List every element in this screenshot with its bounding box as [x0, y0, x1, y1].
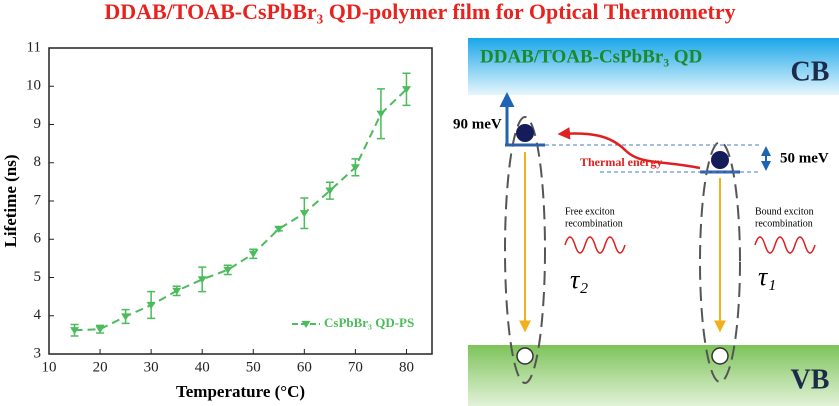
tau-label: τ₁ — [758, 262, 776, 291]
x-tick-label: 30 — [144, 359, 159, 375]
exciton-ellipse — [504, 116, 546, 384]
x-tick-label: 80 — [399, 359, 414, 375]
x-tick-label: 70 — [348, 359, 363, 375]
data-point — [376, 110, 386, 118]
thermal-arrow — [557, 127, 701, 170]
emission-wave — [754, 236, 816, 254]
plot-frame — [48, 47, 433, 355]
y-tick-label: 4 — [34, 307, 42, 323]
y-tick-label: 9 — [34, 116, 42, 132]
data-point — [197, 276, 207, 284]
vb-label: VB — [791, 364, 830, 395]
y-tick-label: 11 — [27, 39, 41, 55]
exciton-ellipse — [699, 141, 741, 383]
data-point — [350, 164, 360, 172]
data-point — [401, 86, 411, 94]
data-point — [95, 325, 105, 334]
legend-marker — [301, 320, 311, 329]
data-point — [70, 327, 80, 335]
tau-label: τ₂ — [570, 265, 588, 294]
x-axis-label: Temperature (°C) — [176, 382, 305, 401]
y-tick-label: 10 — [26, 78, 41, 94]
recombination-label: recombination — [755, 218, 813, 229]
y-axis-label: Lifetime (ns) — [1, 154, 20, 247]
emission-wave — [564, 236, 626, 254]
data-point — [325, 187, 335, 195]
data-point — [274, 225, 284, 233]
x-tick-label: 50 — [246, 359, 261, 375]
conduction-band — [468, 38, 839, 95]
hole — [711, 347, 729, 365]
hole — [516, 347, 534, 365]
diagram: DDAB/TOAB-CsPbBr₃ QD CB VB 90 meV 50 meV… — [453, 38, 839, 406]
data-point — [248, 250, 258, 258]
data-point — [223, 266, 233, 274]
gap-label: 90 meV — [453, 116, 502, 132]
y-tick-label: 5 — [34, 269, 42, 285]
series-line — [74, 88, 408, 332]
legend-label: CsPbBr₃ QD-PS — [324, 315, 414, 330]
x-tick-label: 10 — [42, 359, 57, 375]
data-point — [172, 287, 182, 295]
y-tick-label: 6 — [34, 231, 42, 247]
electron — [516, 124, 534, 142]
recombination-label: Free exciton — [565, 206, 615, 217]
x-tick-label: 20 — [93, 359, 108, 375]
material-label: DDAB/TOAB-CsPbBr₃ QD — [480, 46, 702, 67]
thermal-label: Thermal energy — [580, 155, 662, 169]
cb-label: CB — [791, 56, 830, 87]
data-point — [299, 210, 309, 218]
electron — [711, 151, 729, 169]
y-tick-label: 3 — [34, 345, 42, 361]
chart: 10 20 30 40 50 60 70 80 3 4 5 6 7 8 9 10 11 Temperature (… — [1, 39, 433, 401]
gap-label: 50 meV — [780, 150, 829, 166]
data-point — [121, 313, 131, 321]
y-tick-label: 7 — [34, 192, 42, 208]
data-point — [146, 301, 156, 310]
page-title: DDAB/TOAB-CsPbBr₃ QD-polymer film for Op… — [104, 0, 735, 24]
y-tick-label: 8 — [34, 154, 42, 170]
recombination-label: recombination — [565, 218, 623, 229]
recombination-label: Bound exciton — [755, 206, 814, 217]
x-tick-label: 60 — [297, 359, 312, 375]
x-tick-label: 40 — [195, 359, 210, 375]
